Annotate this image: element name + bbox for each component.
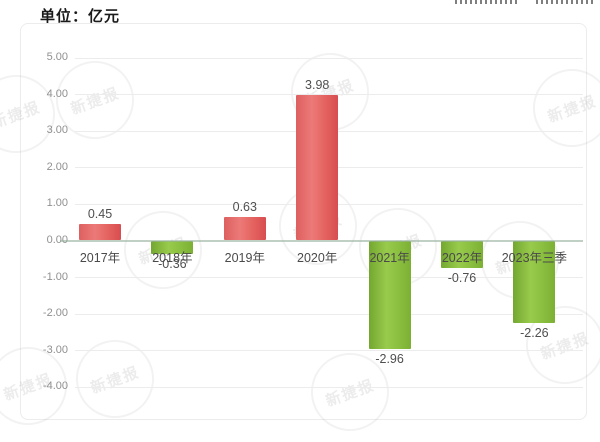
y-gridline: [75, 277, 583, 279]
y-axis-tick-label: 1.00: [46, 197, 68, 210]
y-axis-tick-label: 4.00: [46, 87, 68, 100]
bar-2022年: [441, 240, 483, 269]
y-gridline: [75, 386, 583, 388]
cropped-text-fragment: [536, 0, 593, 4]
chart-title: 单位：亿元: [40, 8, 121, 25]
x-axis-category-label: 2021年: [369, 250, 410, 265]
x-axis-category-label: 2017年: [79, 250, 121, 265]
bar-2018年: [151, 240, 194, 254]
bar-chart-plot: 新捷报新捷报新捷报新捷报新捷报新捷报新捷报新捷报新捷报新捷报新捷报新捷报5.00…: [0, 42, 600, 442]
y-axis-tick-label: -3.00: [42, 343, 68, 356]
zero-axis-line: [60, 239, 583, 242]
bar-value-label: -0.76: [447, 271, 477, 286]
bar-value-label: 0.63: [232, 200, 257, 215]
y-gridline: [75, 94, 583, 96]
bar-2017年: [79, 224, 121, 241]
bar-2023年三季: [513, 240, 556, 324]
x-axis-category-label: 2022年: [441, 250, 483, 265]
bar-value-label: 3.98: [305, 77, 330, 92]
y-axis-tick-label: -2.00: [42, 307, 68, 320]
x-axis-category-label: 2019年: [224, 250, 265, 265]
bar-2020年: [296, 94, 339, 241]
y-gridline: [75, 57, 583, 59]
bar-2019年: [223, 217, 266, 241]
bar-value-label: -0.36: [158, 256, 187, 271]
bar-2021年: [368, 240, 411, 349]
y-axis-tick-label: 3.00: [46, 124, 68, 137]
y-axis-tick-label: 0.00: [46, 234, 68, 246]
bar-value-label: -2.96: [375, 351, 404, 366]
bar-value-label: 0.45: [87, 207, 113, 222]
y-gridline: [75, 350, 583, 352]
watermark-stamp: 新捷报: [0, 64, 66, 164]
bar-value-label: -2.26: [520, 326, 549, 341]
y-axis-tick-label: -1.00: [42, 270, 68, 283]
y-axis-tick-label: 5.00: [46, 51, 68, 63]
y-gridline: [75, 313, 583, 315]
y-axis-tick-label: 2.00: [46, 160, 68, 173]
x-axis-category-label: 2023年三季: [501, 250, 568, 265]
x-axis-category-label: 2018年: [152, 250, 193, 265]
y-axis-tick-label: -4.00: [42, 380, 68, 393]
cropped-text-fragment: [455, 0, 520, 4]
x-axis-category-label: 2020年: [297, 250, 338, 265]
watermark-stamp: 新捷报: [522, 58, 600, 158]
